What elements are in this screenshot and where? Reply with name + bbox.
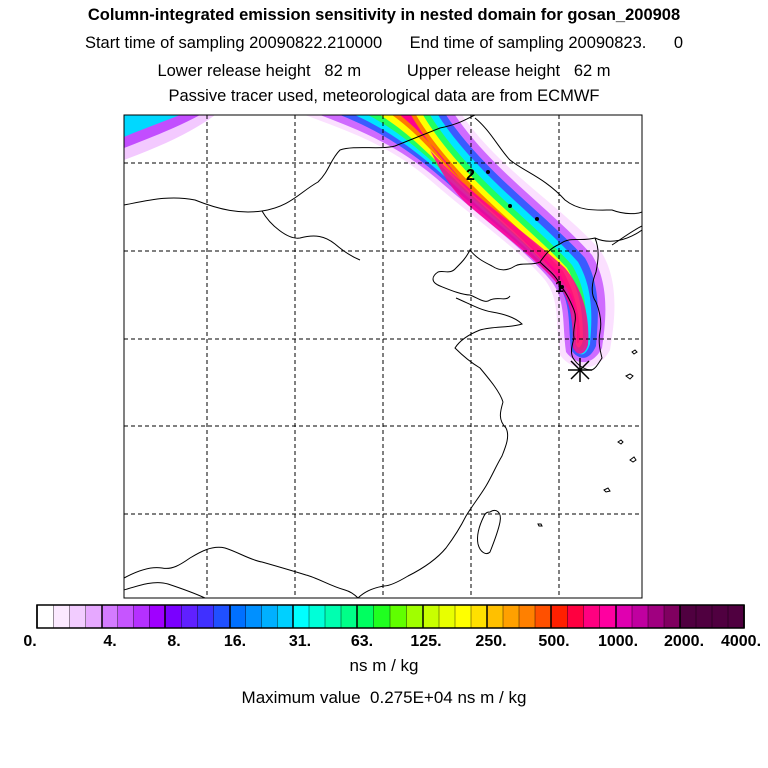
plume-fragment-northwest-inner bbox=[124, 115, 180, 137]
release-height-line: Lower release height 82 m Upper release … bbox=[157, 62, 611, 80]
trajectory-dot bbox=[508, 204, 512, 208]
inner-border-west bbox=[261, 210, 361, 261]
plume-band-cyan bbox=[355, 115, 592, 355]
colorbar-tick-label: 0. bbox=[23, 633, 37, 650]
colorbar-cell bbox=[292, 604, 310, 629]
colorbar-cell bbox=[164, 604, 182, 629]
colorbar-frame bbox=[36, 604, 745, 629]
figure-title: Column-integrated emission sensitivity i… bbox=[87, 6, 681, 24]
colorbar-cell bbox=[53, 604, 71, 629]
colorbar-cell bbox=[149, 604, 166, 629]
colorbar-tick-label: 1000. bbox=[597, 633, 639, 650]
colorbar-tick-label: 31. bbox=[288, 633, 312, 650]
colorbar-cell bbox=[229, 604, 247, 629]
colorbar-cell bbox=[583, 604, 601, 629]
sampling-time-line: Start time of sampling 20090822.210000 E… bbox=[84, 34, 684, 52]
colorbar-tick-label: 500. bbox=[538, 633, 570, 650]
colorbar-cell bbox=[324, 604, 342, 629]
colorbar-cell bbox=[470, 604, 488, 629]
colorbar-tick-label: 250. bbox=[475, 633, 507, 650]
colorbar-cell bbox=[567, 604, 585, 629]
small-island-4 bbox=[537, 523, 543, 527]
colorbar-cell bbox=[308, 604, 326, 629]
colorbar-cell bbox=[277, 604, 294, 629]
colorbar-cell bbox=[406, 604, 424, 629]
colorbar-tick-label: 16. bbox=[223, 633, 247, 650]
map-content: 2 1 bbox=[124, 115, 642, 598]
colorbar-cell bbox=[679, 604, 697, 629]
colorbar-cells bbox=[36, 604, 745, 629]
shandong-coast bbox=[454, 297, 523, 403]
colorbar-cell bbox=[454, 604, 472, 629]
colorbar-cell bbox=[518, 604, 536, 629]
korea-west-coast bbox=[539, 261, 593, 371]
colorbar-cell bbox=[356, 604, 375, 629]
colorbar-cell bbox=[245, 604, 263, 629]
colorbar-tick-label: 63. bbox=[350, 633, 374, 650]
colorbar-cell bbox=[197, 604, 215, 629]
colorbar-cell bbox=[534, 604, 552, 629]
colorbar-cell bbox=[550, 604, 568, 629]
colorbar-cell bbox=[261, 604, 278, 629]
graticule bbox=[124, 115, 642, 598]
korea-east-coast bbox=[591, 237, 603, 371]
colorbar-cell bbox=[69, 604, 87, 629]
colorbar-cell bbox=[213, 604, 231, 629]
colorbar-tick-label: 4. bbox=[103, 633, 117, 650]
colorbar-cell bbox=[373, 604, 391, 629]
trajectory-dot bbox=[535, 217, 539, 221]
colorbar-tick-label: 4000. bbox=[720, 633, 762, 650]
colorbar-cell bbox=[422, 604, 440, 629]
plume-band-core-wide bbox=[430, 150, 589, 354]
trajectory-dot bbox=[560, 285, 564, 289]
colorbar-units: ns m / kg bbox=[349, 656, 419, 675]
colorbar-cell bbox=[340, 604, 358, 629]
taiwan-island bbox=[477, 509, 501, 555]
small-island-1 bbox=[625, 373, 634, 380]
colorbar-cell bbox=[486, 604, 504, 629]
age-label-2: 2 bbox=[466, 167, 475, 184]
border-mongolia-china bbox=[124, 115, 476, 213]
colorbar-cell bbox=[438, 604, 456, 629]
small-island-3 bbox=[603, 487, 611, 493]
southwest-border bbox=[124, 546, 359, 598]
colorbar-cell bbox=[695, 604, 713, 629]
colorbar-cell bbox=[101, 604, 119, 629]
colorbar-cell bbox=[133, 604, 150, 629]
colorbar-cell bbox=[647, 604, 665, 629]
coastlines-and-borders bbox=[124, 115, 642, 598]
age-label-1: 1 bbox=[555, 279, 564, 296]
map-frame bbox=[123, 114, 643, 599]
bohai-coast bbox=[432, 249, 541, 302]
east-china-coast bbox=[357, 401, 509, 598]
colorbar-cell bbox=[85, 604, 103, 629]
colorbar-tick-label: 125. bbox=[410, 633, 442, 650]
colorbar-tick-label: 8. bbox=[167, 633, 181, 650]
colorbar-cell bbox=[631, 604, 649, 629]
colorbar-cell bbox=[663, 604, 681, 629]
receptor-asterisk-icon bbox=[568, 358, 592, 382]
colorbar-cell bbox=[389, 604, 408, 629]
colorbar-cell bbox=[727, 604, 745, 629]
trajectory-dot bbox=[486, 170, 490, 174]
border-northeast-china bbox=[474, 117, 642, 215]
colorbar-tick-label: 2000. bbox=[663, 633, 705, 650]
colorbar-cell bbox=[615, 604, 633, 629]
small-island-6 bbox=[631, 349, 638, 355]
colorbar-cell bbox=[181, 604, 199, 629]
maximum-value-text: Maximum value 0.275E+04 ns m / kg bbox=[241, 688, 527, 707]
small-island-5 bbox=[617, 439, 624, 445]
colorbar-cell bbox=[599, 604, 617, 629]
colorbar-cell bbox=[711, 604, 729, 629]
southwest-border-2 bbox=[124, 582, 206, 598]
colorbar-cell bbox=[117, 604, 135, 629]
small-island-2 bbox=[629, 456, 637, 463]
colorbar-cell bbox=[36, 604, 54, 629]
trajectory-markers: 2 1 bbox=[466, 167, 564, 296]
colorbar-cell bbox=[502, 604, 520, 629]
tracer-info-line: Passive tracer used, meteorological data… bbox=[168, 87, 600, 105]
japan-sea-coast bbox=[611, 225, 642, 246]
